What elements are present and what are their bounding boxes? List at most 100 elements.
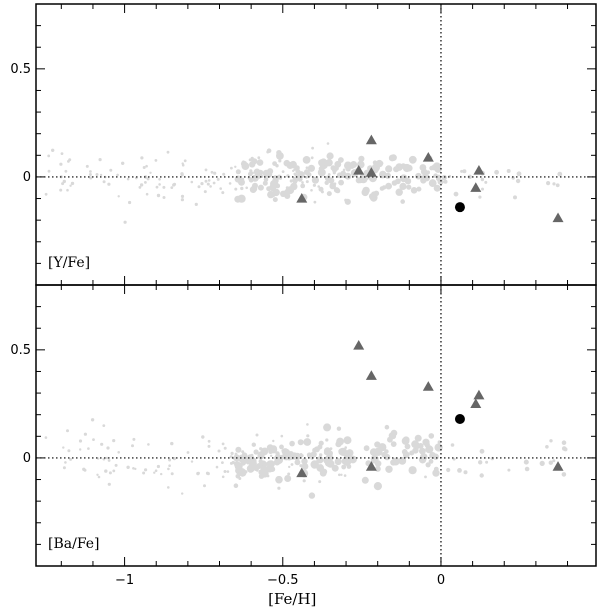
background-star-point [272,197,278,203]
background-star-point [395,188,403,196]
background-star-point [102,180,106,184]
background-star-point [44,192,48,196]
x-tick-label: −1 [115,573,134,588]
background-star-point [333,187,340,193]
background-star-point [426,170,430,175]
background-star-point [390,154,397,162]
background-star-point [138,186,142,189]
background-star-point [230,451,234,455]
background-star-point [545,445,549,449]
background-star-point [506,169,511,173]
background-star-point [168,464,171,468]
background-star-point [297,439,304,446]
background-star-point [563,447,568,452]
background-star-point [153,471,156,474]
background-star-point [404,443,411,450]
background-star-point [61,182,65,186]
background-star-point [205,471,210,475]
background-star-point [432,469,440,477]
background-star-point [170,472,174,476]
triangle-point [422,381,434,391]
background-star-point [215,465,219,469]
background-star-point [142,166,146,169]
background-star-point [280,434,284,438]
background-star-point [319,453,323,457]
background-star-point [66,188,69,192]
background-star-point [428,433,435,439]
background-star-point [336,437,344,446]
background-star-point [340,170,346,176]
background-star-point [112,439,116,443]
background-star-point [98,158,102,162]
background-star-point [384,424,390,430]
background-star-point [155,185,159,189]
background-star-point [414,434,422,442]
background-star-point [240,160,248,167]
background-star-point [437,440,441,444]
background-star-point [131,444,134,448]
background-star-point [270,454,273,457]
background-star-point [183,159,187,163]
background-star-point [561,440,567,446]
background-star-point [363,445,370,452]
background-star-point [307,164,315,172]
background-star-point [190,180,194,184]
background-star-point [408,466,417,475]
background-star-point [552,459,556,463]
background-star-point [344,161,350,167]
triangle-point [552,212,564,223]
background-star-point [338,179,344,186]
background-star-point [507,468,511,472]
background-star-point [213,171,217,175]
background-star-point [294,459,301,466]
background-star-point [107,182,111,186]
background-star-point [172,182,177,186]
background-star-point [546,181,551,186]
background-star-point [306,423,309,426]
background-star-point [349,455,357,464]
background-star-point [463,470,468,475]
background-star-point [539,460,545,466]
background-star-point [276,174,282,180]
background-star-point [107,482,111,486]
background-star-point [313,446,320,453]
background-star-point [132,437,136,441]
background-star-point [180,172,184,176]
background-star-point [249,169,253,173]
background-star-point [289,440,295,447]
triangle-point [365,134,377,145]
background-star-point [484,180,488,184]
background-star-point [230,166,233,170]
background-star-point [233,483,239,489]
background-star-point [96,473,99,476]
background-star-point [248,171,253,177]
background-star-point [316,456,324,464]
background-star-point [410,187,418,194]
background-star-point [147,443,150,446]
background-star-point [69,184,72,187]
background-star-point [523,459,529,465]
background-star-point [457,468,462,473]
background-star-point [216,177,220,181]
background-star-point [234,187,238,191]
background-star-point [408,155,417,164]
background-star-point [247,466,254,473]
background-star-point [443,179,448,184]
background-star-point [350,161,358,168]
background-star-point [428,459,434,464]
background-star-point [412,448,418,454]
background-star-point [44,436,48,439]
background-star-point [401,437,410,445]
background-star-point [479,473,484,478]
background-star-point [481,187,484,191]
background-star-point [310,451,317,458]
background-star-point [446,467,451,473]
background-star-point [300,183,306,189]
reference-lines-layer [36,4,596,566]
background-star-point [240,186,244,191]
background-star-point [209,185,212,188]
background-star-point [326,142,330,145]
background-star-point [97,457,100,460]
background-star-point [434,165,439,171]
background-star-point [249,161,256,168]
